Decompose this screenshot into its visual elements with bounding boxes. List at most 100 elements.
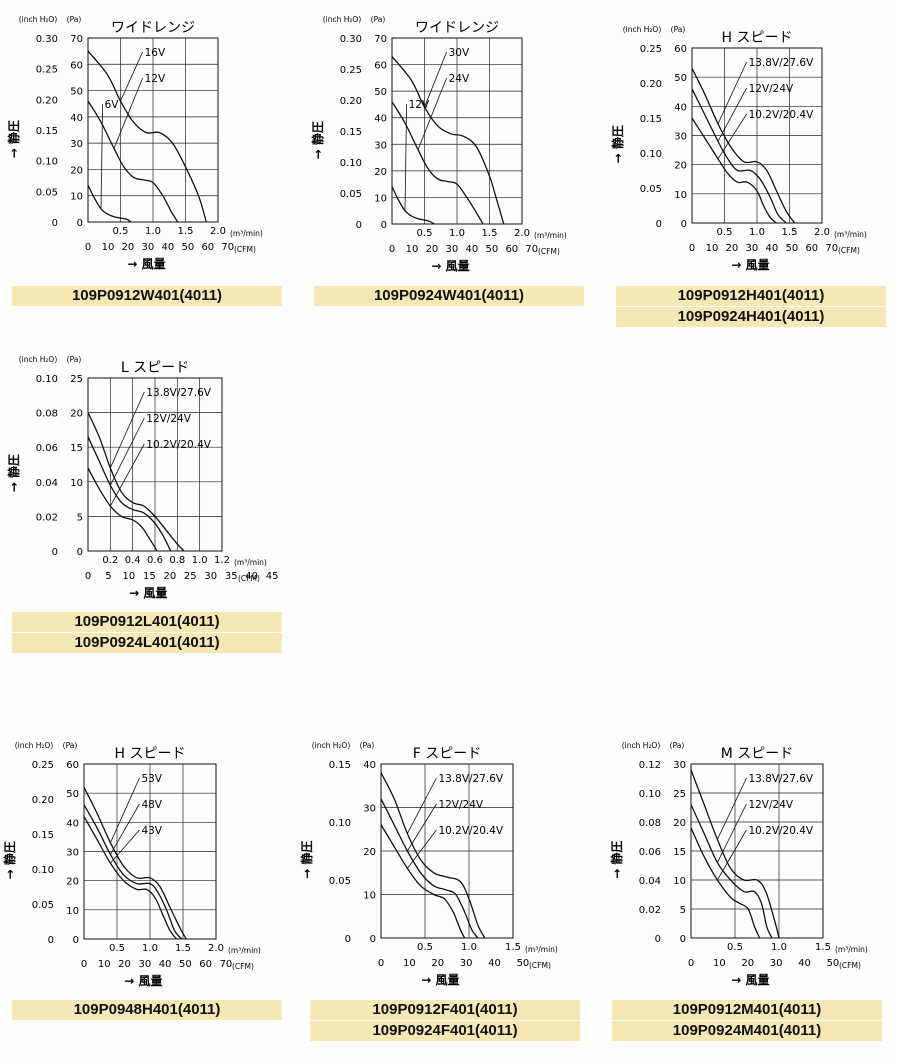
chart-svg: 0.5 1.0 1.5 2.0 0 10 20 30 40 50 60 70 0 0.05 0.10 0.15… — [310, 15, 567, 273]
series-line — [691, 68, 796, 224]
y-tick-label-inch: 0.10 — [329, 818, 351, 829]
x-tick-label-cfm: 30 — [138, 959, 151, 970]
x-tick-label-cfm: 10 — [123, 571, 136, 582]
y-tick-label-inch: 0.05 — [640, 184, 662, 195]
y-tick-label-inch: 0.05 — [32, 900, 54, 911]
x-tick-label-cfm: 50 — [517, 958, 530, 969]
x-tick-label-cfm: 30 — [770, 958, 783, 969]
pq-chart-48v-h-speed: 0.5 1.0 1.5 2.0 0 10 20 30 40 50 60 0 0.05 0.10 0.15 0.… — [0, 726, 290, 996]
x-unit-cfm: (CFM) — [529, 961, 551, 970]
y-tick-label-inch: 0 — [52, 218, 58, 229]
series-label: 53V — [141, 773, 162, 785]
y-tick-label-pa: 20 — [70, 409, 83, 420]
series-line — [691, 88, 787, 224]
y-unit-pa: (Pa) — [371, 15, 386, 24]
y-axis-label: → 静圧 — [610, 125, 625, 163]
y-tick-label-inch: 0.10 — [340, 158, 362, 169]
x-axis-label: → 風量 — [127, 257, 165, 271]
y-tick-label-pa: 60 — [66, 760, 79, 771]
x-tick-label-cfm: 45 — [266, 571, 279, 582]
x-axis-label: → 風量 — [129, 586, 167, 600]
series-line — [83, 816, 177, 940]
y-tick-label-inch: 0.05 — [329, 876, 351, 887]
series-leader — [120, 51, 143, 102]
series-label: 13.8V/27.6V — [748, 773, 813, 785]
x-tick-label-m3: 1.0 — [771, 942, 787, 953]
series-line — [87, 184, 132, 223]
chart-svg: 0.2 0.4 0.6 0.8 1.0 1.2 0 5 10 15 20 25 0 0.02 0.04 0.0… — [6, 355, 279, 600]
series-leader — [417, 77, 447, 150]
y-tick-label-pa: 40 — [70, 113, 83, 124]
y-tick-label-inch: 0.10 — [36, 374, 58, 385]
y-unit-pa: (Pa) — [63, 741, 78, 750]
pq-chart-f-speed: 0.5 1.0 1.5 0 10 20 30 40 0 0.05 0.10 0.15 0 10 20 30 40… — [299, 726, 590, 996]
series-label: 12V — [145, 73, 166, 85]
y-tick-label-inch: 0.05 — [340, 189, 362, 200]
y-tick-label-pa: 70 — [70, 34, 83, 45]
series-leader — [717, 777, 747, 840]
y-tick-label-pa: 30 — [674, 132, 687, 143]
y-tick-label-pa: 15 — [673, 847, 686, 858]
y-tick-label-pa: 20 — [66, 877, 79, 888]
chart-title: H スピード — [722, 30, 793, 46]
x-tick-label-cfm: 10 — [102, 242, 115, 253]
y-tick-label-pa: 30 — [66, 848, 79, 859]
series-line — [391, 186, 435, 225]
x-tick-label-cfm: 60 — [199, 959, 212, 970]
x-unit-m3: (m³/min) — [534, 231, 567, 240]
x-tick-label-cfm: 30 — [746, 243, 759, 254]
y-tick-label-pa: 0 — [77, 218, 83, 229]
x-tick-label-m3: 2.0 — [514, 228, 530, 239]
x-tick-label-m3: 1.5 — [782, 227, 798, 238]
x-tick-label-cfm: 70 — [221, 242, 234, 253]
y-tick-label-pa: 70 — [374, 34, 387, 45]
y-unit-inch: (inch H₂O) — [623, 25, 662, 34]
series-label: 24V — [449, 73, 470, 85]
y-tick-label-pa: 40 — [363, 760, 376, 771]
y-tick-label-pa: 30 — [374, 140, 387, 151]
y-tick-label-pa: 5 — [77, 512, 83, 523]
x-unit-cfm: (CFM) — [538, 247, 560, 256]
y-unit-inch: (inch H₂O) — [15, 741, 54, 750]
pq-chart-wide-range-30v: 0.5 1.0 1.5 2.0 0 10 20 30 40 50 60 70 0 0.05 0.10 0.15… — [305, 0, 595, 280]
pq-chart-h-speed: 0.5 1.0 1.5 2.0 0 10 20 30 40 50 60 0 0.05 0.10 0.15 0.… — [605, 0, 895, 280]
x-tick-label-m3: 0.4 — [125, 555, 141, 566]
series-line — [690, 804, 773, 939]
y-unit-pa: (Pa) — [670, 741, 685, 750]
x-tick-label-cfm: 60 — [201, 242, 214, 253]
x-tick-label-cfm: 40 — [162, 242, 175, 253]
series-line — [87, 436, 172, 552]
series-leader — [717, 87, 747, 142]
x-tick-label-m3: 1.0 — [449, 228, 465, 239]
x-unit-cfm: (CFM) — [238, 574, 260, 583]
x-tick-label-cfm: 30 — [204, 571, 217, 582]
series-label: 30V — [449, 47, 470, 59]
series-line — [83, 804, 183, 940]
x-tick-label-m3: 0.5 — [417, 228, 433, 239]
series-label: 12V/24V — [749, 83, 794, 95]
x-tick-label-cfm: 70 — [220, 959, 233, 970]
x-tick-label-cfm: 50 — [827, 958, 840, 969]
chart-svg: 0.5 1.0 1.5 0 10 20 30 40 0 0.05 0.10 0.15 0 10 20 30 40… — [299, 741, 558, 987]
series-leader — [424, 51, 447, 108]
x-tick-label-cfm: 0 — [85, 571, 91, 582]
y-tick-label-inch: 0.02 — [639, 905, 661, 916]
chart-title: H スピード — [115, 746, 186, 762]
model-label: 109P0912M401(4011) — [612, 1000, 882, 1020]
y-tick-label-inch: 0.10 — [640, 149, 662, 160]
y-tick-label-inch: 0 — [48, 935, 54, 946]
series-leader — [109, 443, 145, 507]
x-tick-label-m3: 0.5 — [727, 942, 743, 953]
x-tick-label-cfm: 50 — [785, 243, 798, 254]
series-label: 6V — [105, 99, 120, 111]
x-tick-label-cfm: 10 — [403, 958, 416, 969]
series-line — [83, 787, 187, 940]
chart-svg: 0.5 1.0 1.5 2.0 0 10 20 30 40 50 60 0 0.05 0.10 0.15 0.… — [2, 741, 261, 988]
y-tick-label-pa: 10 — [674, 190, 687, 201]
chart-title: ワイドレンジ — [415, 20, 499, 36]
x-tick-label-cfm: 0 — [689, 243, 695, 254]
y-tick-label-pa: 0 — [73, 935, 79, 946]
pq-chart-l-speed: 0.2 0.4 0.6 0.8 1.0 1.2 0 5 10 15 20 25 0 0.02 0.04 0.0… — [0, 340, 290, 610]
x-tick-label-cfm: 20 — [726, 243, 739, 254]
x-tick-label-m3: 1.5 — [815, 942, 831, 953]
